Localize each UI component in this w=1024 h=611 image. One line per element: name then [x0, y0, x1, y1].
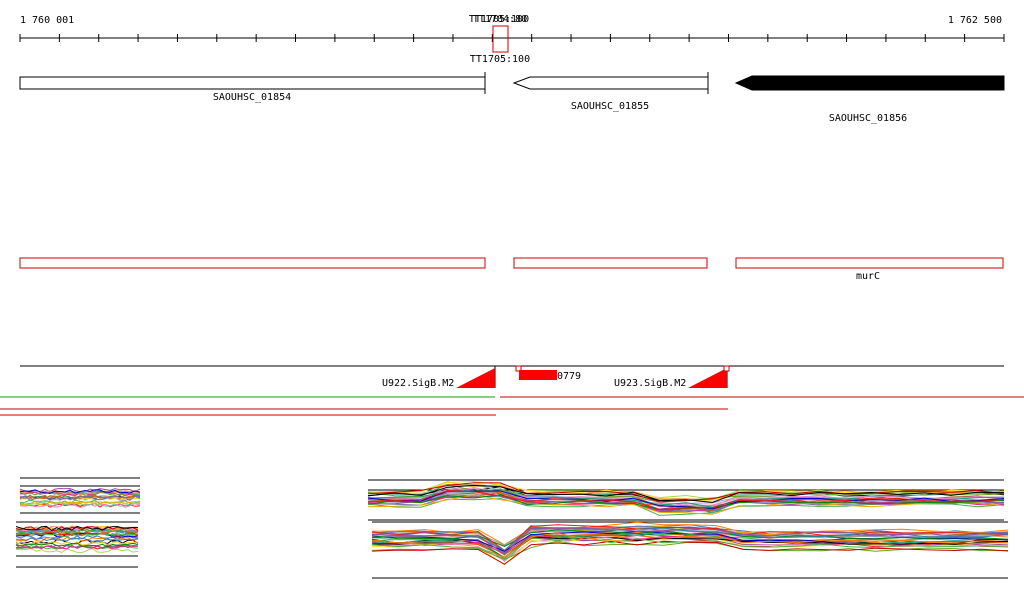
ruler-start-label: 1 760 001 — [20, 15, 74, 26]
expression-profile-line — [15, 548, 139, 554]
promoter-label-u922: U922.SigB.M2 — [382, 378, 454, 389]
expression-profile-line — [19, 500, 141, 506]
gene-label-saouhsc-01856: SAOUHSC_01856 — [829, 113, 907, 124]
expression-profile-line — [15, 526, 139, 532]
expression-profile-line — [19, 500, 141, 506]
expression-profile-line — [367, 494, 1005, 515]
expression-profile-line — [367, 488, 1005, 509]
expression-profile-line — [367, 490, 1005, 510]
operon-box-2[interactable] — [513, 257, 708, 269]
gene-saouhsc-01856[interactable] — [734, 75, 1005, 91]
expression-profile-line — [367, 494, 1005, 512]
left-top-profiles — [19, 487, 141, 509]
gene-label-saouhsc-01854: SAOUHSC_01854 — [213, 92, 291, 103]
gene-saouhsc-01855[interactable] — [512, 76, 709, 90]
expression-profile-line — [15, 537, 139, 543]
terminator-label-top-overlap: TT1705:100 — [469, 14, 529, 25]
expression-profile-line — [371, 540, 1009, 565]
expression-profile-line — [371, 527, 1009, 555]
expression-profile-line — [15, 544, 139, 550]
expression-profile-line — [371, 521, 1009, 546]
operon-box-3[interactable] — [735, 257, 1004, 269]
right-bottom-panel-frame — [372, 521, 1008, 579]
expression-profile-line — [15, 532, 139, 537]
right-top-profiles — [367, 480, 1005, 516]
ruler-ticks — [19, 34, 1005, 42]
left-bottom-profiles — [15, 525, 139, 554]
feature-0779-end-marker — [723, 365, 730, 372]
coordinate-ruler: 1 760 001 1 762 500 TT1704:80 TT1705:100… — [19, 14, 1005, 65]
terminator-box[interactable] — [492, 25, 509, 53]
operon-track: murC — [19, 257, 1004, 282]
expression-profile-line — [15, 532, 139, 538]
gene-saouhsc-01854[interactable] — [19, 76, 486, 90]
promoter-u922-sigb-m2[interactable] — [456, 368, 495, 388]
expression-profile-line — [367, 482, 1005, 503]
expression-profile-line — [371, 536, 1009, 558]
transcript-track — [0, 396, 1024, 416]
left-top-panel-frame — [20, 477, 140, 514]
expression-profile-line — [367, 484, 1005, 503]
operon-label-murc: murC — [856, 271, 880, 282]
terminator-label-bottom: TT1705:100 — [470, 54, 530, 65]
promoter-track: U922.SigB.M2 U923.SigB.M2 0779 — [20, 365, 1004, 389]
terminator-label-top: TT1704:80 — [473, 14, 527, 25]
expression-profile-line — [371, 524, 1009, 551]
feature-label-0779: 0779 — [557, 371, 581, 382]
expression-panels — [15, 477, 1009, 579]
feature-0779[interactable] — [519, 370, 557, 380]
expression-profile-line — [19, 503, 141, 509]
expression-profile-line — [15, 525, 138, 531]
left-bottom-panel-frame — [16, 521, 138, 568]
expression-profile-line — [15, 542, 139, 548]
operon-box-1[interactable] — [19, 257, 486, 269]
expression-profile-line — [367, 487, 1004, 508]
right-bottom-profiles — [371, 521, 1009, 566]
feature-0779-start-marker — [515, 365, 522, 372]
expression-profile-line — [15, 540, 139, 546]
expression-profile-line — [19, 495, 140, 501]
expression-profile-line — [19, 489, 141, 494]
expression-profile-line — [19, 491, 141, 497]
promoter-label-u923: U923.SigB.M2 — [614, 378, 686, 389]
gene-label-saouhsc-01855: SAOUHSC_01855 — [571, 101, 649, 112]
expression-profile-line — [15, 532, 139, 538]
promoter-u923-sigb-m2[interactable] — [688, 368, 727, 388]
expression-profile-line — [19, 501, 141, 507]
expression-profile-line — [367, 490, 1005, 510]
expression-profile-line — [371, 532, 1009, 559]
ruler-end-label: 1 762 500 — [948, 15, 1002, 26]
gene-track: SAOUHSC_01854 SAOUHSC_01855 SAOUHSC_0185… — [19, 72, 1005, 124]
